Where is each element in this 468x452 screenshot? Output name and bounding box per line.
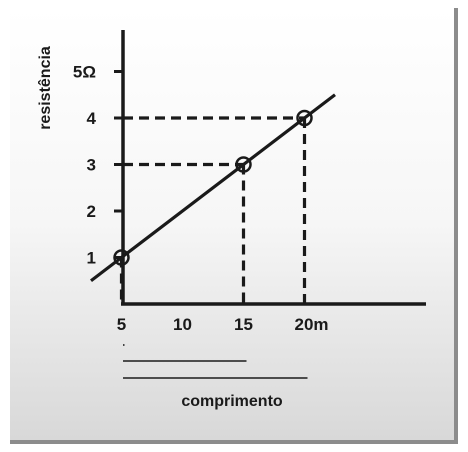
data-point bbox=[235, 156, 252, 173]
y-tick-label: 2 bbox=[87, 202, 96, 221]
y-tick-label: 3 bbox=[87, 156, 96, 175]
x-tick-label: 20m bbox=[294, 315, 328, 334]
x-axis-label: comprimento bbox=[181, 393, 283, 410]
x-ticks: 5 10 15 20m bbox=[117, 315, 329, 334]
y-tick-label: 1 bbox=[87, 249, 96, 268]
y-axis-label: resistência bbox=[37, 46, 54, 130]
y-tick-label: 4 bbox=[87, 109, 97, 128]
x-tick-label: 15 bbox=[234, 315, 253, 334]
series bbox=[90, 93, 336, 283]
dashed-guides bbox=[119, 116, 307, 304]
chart-panel bbox=[10, 8, 458, 444]
y-tick-label: 5Ω bbox=[73, 63, 96, 82]
data-point bbox=[113, 249, 130, 266]
x-tick-label: 5 bbox=[117, 315, 126, 334]
length-brackets bbox=[123, 344, 308, 379]
y-ticks: 1 2 3 4 5Ω bbox=[73, 63, 123, 268]
series-line bbox=[90, 93, 336, 283]
x-tick-label: 10 bbox=[173, 315, 192, 334]
axes bbox=[121, 30, 426, 306]
data-point bbox=[296, 109, 313, 127]
